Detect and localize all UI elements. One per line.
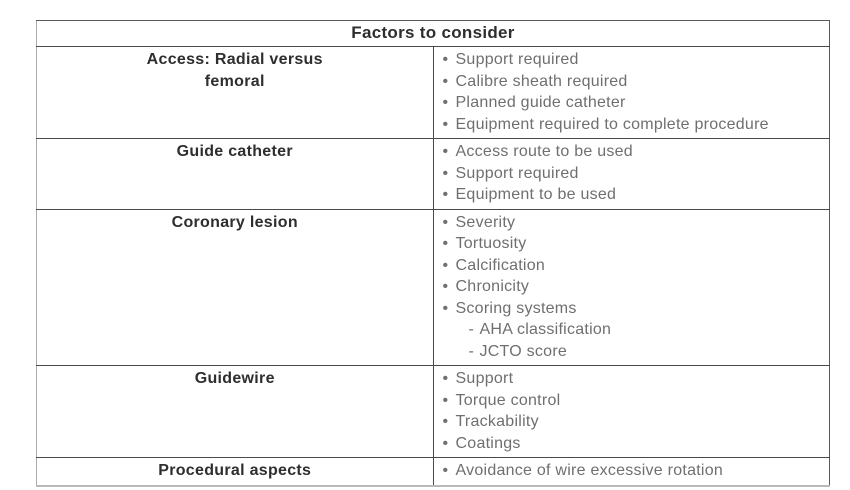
bullet-marker: • xyxy=(442,256,449,274)
item-text: Coatings xyxy=(455,434,521,452)
bullet-marker: • xyxy=(442,164,449,182)
table-body: Access: Radial versus femoral • Support req… xyxy=(36,46,830,486)
bullet-marker: • xyxy=(442,143,449,160)
item-text: Access route to be used xyxy=(455,143,633,160)
item-text: Torque control xyxy=(455,391,561,409)
bullet-marker: • xyxy=(442,235,449,252)
item-text: Equipment required to complete procedure xyxy=(455,115,769,133)
bullet-marker: • xyxy=(442,213,449,231)
sub-item: - JCTO score xyxy=(443,341,826,363)
bullet-marker: • xyxy=(442,278,449,295)
bullet-item: • Access route to be used xyxy=(443,141,826,163)
bullet-item: • Support xyxy=(443,368,826,390)
bullet-marker: • xyxy=(442,462,449,479)
table-row: Guide catheter • Access route to be used • S… xyxy=(36,138,830,210)
item-text: JCTO score xyxy=(479,342,568,360)
bullet-marker: • xyxy=(442,413,449,430)
item-text: Calcification xyxy=(455,256,546,274)
dash-marker: - xyxy=(468,342,475,360)
factors-table: Factors to consider Access: Radial versu… xyxy=(36,20,830,487)
bullet-item: • Torque control xyxy=(443,390,826,412)
factor-cell: Guide catheter xyxy=(36,138,434,210)
table-title: Factors to consider xyxy=(36,20,830,47)
table-head: Factors to consider xyxy=(36,20,830,47)
bullet-marker: • xyxy=(442,299,449,317)
item-text: Support required xyxy=(455,164,579,182)
bullet-item: • Equipment required to complete procedur… xyxy=(443,114,826,136)
bullet-item: • Planned guide catheter xyxy=(443,92,826,114)
item-text: Support required xyxy=(455,51,579,68)
bullet-item: • Support required xyxy=(443,49,826,71)
bullet-marker: • xyxy=(442,391,449,409)
bullet-marker: • xyxy=(442,94,449,111)
table-row: Procedural aspects • Avoidance of wire exc… xyxy=(36,457,830,486)
item-text: Support xyxy=(455,370,514,387)
bullet-item: • Scoring systems xyxy=(443,298,826,320)
item-text: Chronicity xyxy=(455,278,530,295)
bullet-marker: • xyxy=(442,72,449,90)
bullet-item: • Calibre sheath required xyxy=(443,71,826,93)
item-text: AHA classification xyxy=(479,321,612,338)
item-text: Tortuosity xyxy=(455,235,527,252)
factor-cell: Coronary lesion xyxy=(36,209,434,366)
bullet-marker: • xyxy=(442,115,449,133)
items-cell: • Severity • Tortuosity • Calcification • Chron… xyxy=(433,209,830,366)
bullet-marker: • xyxy=(442,370,449,387)
table-row: Coronary lesion • Severity • Tortuosity • Calc… xyxy=(36,209,830,366)
bullet-item: • Trackability xyxy=(443,411,826,433)
table-row: Guidewire • Support • Torque control • Trackab… xyxy=(36,365,830,458)
table-row: Access: Radial versus femoral • Support req… xyxy=(36,46,830,139)
item-text: Trackability xyxy=(455,413,539,430)
bullet-item: • Calcification xyxy=(443,255,826,277)
item-text: Planned guide catheter xyxy=(455,94,626,111)
item-text: Avoidance of wire excessive rotation xyxy=(455,462,724,479)
items-cell: • Support required • Calibre sheath require… xyxy=(433,46,830,139)
item-text: Calibre sheath required xyxy=(455,72,628,90)
dash-marker: - xyxy=(468,321,475,338)
sub-item: - AHA classification xyxy=(443,319,826,341)
items-cell: • Access route to be used • Support require… xyxy=(433,138,830,210)
factor-cell: Procedural aspects xyxy=(36,457,434,486)
bullet-marker: • xyxy=(442,186,449,203)
factor-cell: Access: Radial versus femoral xyxy=(36,46,434,139)
factor-cell: Guidewire xyxy=(36,365,434,458)
bullet-item: • Coatings xyxy=(443,433,826,455)
bullet-item: • Chronicity xyxy=(443,276,826,298)
item-text: Severity xyxy=(455,213,516,231)
item-text: Equipment to be used xyxy=(455,186,617,203)
items-cell: • Support • Torque control • Trackability • Coa… xyxy=(433,365,830,458)
bullet-marker: • xyxy=(442,51,449,68)
bullet-marker: • xyxy=(442,434,449,452)
bullet-item: • Equipment to be used xyxy=(443,184,826,206)
bullet-item: • Tortuosity xyxy=(443,233,826,255)
bullet-item: • Support required xyxy=(443,163,826,185)
bullet-item: • Severity xyxy=(443,212,826,234)
bullet-item: • Avoidance of wire excessive rotation xyxy=(443,460,826,482)
item-text: Scoring systems xyxy=(455,299,577,317)
items-cell: • Avoidance of wire excessive rotation xyxy=(433,457,830,486)
header-row: Factors to consider xyxy=(36,20,830,47)
